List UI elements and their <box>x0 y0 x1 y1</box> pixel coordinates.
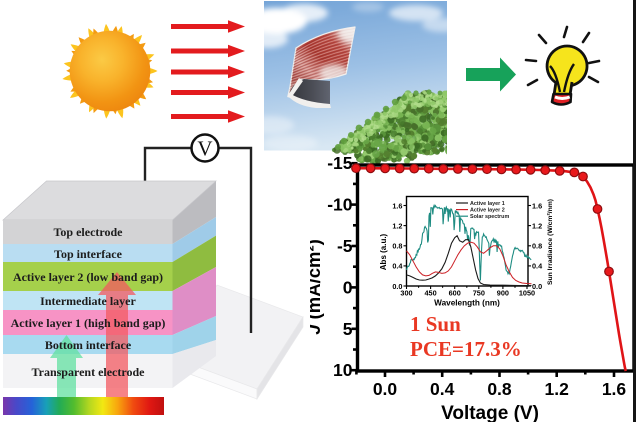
svg-text:1.6: 1.6 <box>392 201 402 210</box>
svg-text:Voltage (V): Voltage (V) <box>441 403 539 422</box>
svg-text:0.4: 0.4 <box>430 379 455 399</box>
svg-text:1.2: 1.2 <box>392 221 402 230</box>
svg-text:-10: -10 <box>327 195 353 215</box>
svg-text:Transparent electrode: Transparent electrode <box>32 365 146 379</box>
svg-text:900: 900 <box>497 289 509 298</box>
svg-text:0.8: 0.8 <box>392 242 402 251</box>
svg-text:Solar spectrum: Solar spectrum <box>470 214 509 220</box>
svg-text:-5: -5 <box>337 236 353 256</box>
svg-text:750: 750 <box>473 289 485 298</box>
svg-text:0.4: 0.4 <box>532 262 543 271</box>
svg-text:1.6: 1.6 <box>532 201 542 210</box>
svg-text:1.2: 1.2 <box>532 221 542 230</box>
svg-text:0: 0 <box>343 277 353 297</box>
svg-text:Active layer 2 (low band gap): Active layer 2 (low band gap) <box>13 270 163 284</box>
svg-text:Active layer 1: Active layer 1 <box>470 201 505 207</box>
svg-text:0.8: 0.8 <box>487 379 512 399</box>
svg-text:J (mA/cm²): J (mA/cm²) <box>310 239 324 335</box>
svg-text:0.0: 0.0 <box>373 379 398 399</box>
svg-text:1050: 1050 <box>519 289 535 298</box>
svg-text:300: 300 <box>400 289 412 298</box>
svg-text:Top electrode: Top electrode <box>54 225 124 239</box>
svg-text:Wavelength (nm): Wavelength (nm) <box>434 299 500 308</box>
svg-text:0.8: 0.8 <box>532 242 542 251</box>
svg-text:10: 10 <box>333 360 353 380</box>
svg-text:0.0: 0.0 <box>392 282 402 291</box>
svg-text:V: V <box>197 137 212 161</box>
svg-text:Abs (a.u.): Abs (a.u.) <box>379 233 388 270</box>
svg-text:Active layer 1 (high band gap): Active layer 1 (high band gap) <box>11 316 166 330</box>
svg-text:1.6: 1.6 <box>602 379 627 399</box>
svg-text:Sun Irradiance (W/cm²/nm): Sun Irradiance (W/cm²/nm) <box>547 199 554 285</box>
svg-text:Bottom interface: Bottom interface <box>45 338 132 352</box>
svg-text:-15: -15 <box>327 153 353 173</box>
svg-text:0.4: 0.4 <box>392 262 403 271</box>
svg-text:1 Sun: 1 Sun <box>410 312 461 336</box>
svg-text:0.0: 0.0 <box>532 282 542 291</box>
svg-text:Intermediate layer: Intermediate layer <box>40 294 136 308</box>
svg-text:5: 5 <box>343 319 353 339</box>
svg-text:Top interface: Top interface <box>54 247 123 261</box>
svg-text:Active layer 2: Active layer 2 <box>470 208 505 214</box>
svg-text:450: 450 <box>425 289 437 298</box>
svg-text:600: 600 <box>449 289 461 298</box>
svg-text:1.2: 1.2 <box>545 379 570 399</box>
svg-text:PCE=17.3%: PCE=17.3% <box>410 337 522 361</box>
